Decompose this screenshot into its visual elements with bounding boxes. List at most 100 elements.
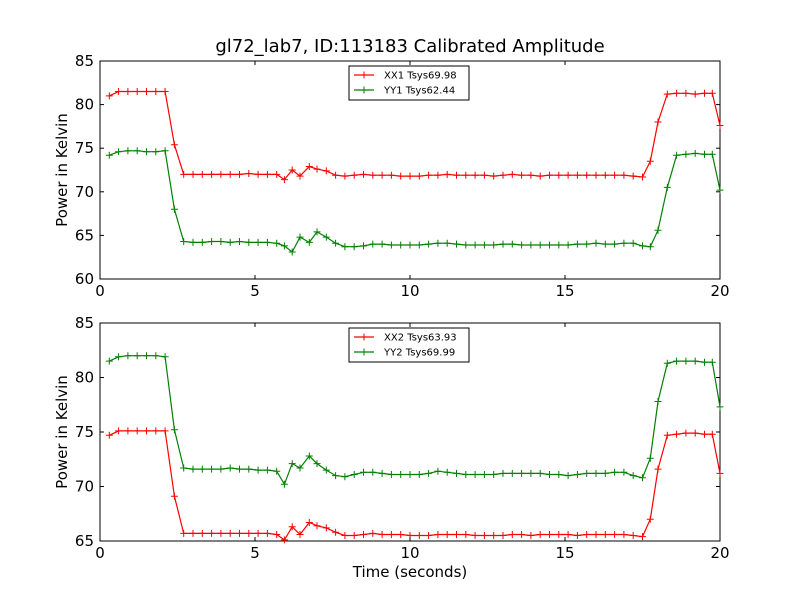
data-point [254, 529, 262, 537]
data-point [332, 239, 340, 247]
y-tick-label: 70 [75, 183, 94, 201]
data-point [369, 240, 377, 248]
x-tick-label: 15 [555, 544, 574, 562]
data-point [143, 148, 150, 156]
data-point [124, 352, 132, 360]
y-tick-label: 85 [75, 52, 94, 70]
data-point [313, 522, 321, 530]
y-tick-label: 65 [75, 532, 94, 550]
data-point [288, 248, 296, 256]
data-point [708, 150, 716, 158]
legend-label: YY1 Tsys62.44 [383, 86, 455, 97]
data-point [124, 147, 132, 155]
data-point [434, 467, 442, 475]
data-point [716, 186, 724, 194]
legend-marker [360, 348, 368, 356]
data-point [161, 88, 169, 95]
data-point [280, 176, 288, 184]
data-point [273, 531, 281, 538]
data-point [115, 353, 123, 361]
data-point [425, 469, 433, 477]
chart-title: gl72_lab7, ID:113183 Calibrated Amplitud… [215, 36, 604, 57]
data-point [170, 141, 178, 149]
data-point [673, 89, 681, 97]
x-tick-label: 0 [95, 282, 105, 300]
data-point [263, 466, 271, 474]
data-point [263, 170, 271, 178]
data-point [245, 529, 253, 537]
data-point [546, 471, 553, 478]
y-tick-label: 75 [75, 423, 94, 441]
data-point [226, 464, 234, 472]
data-point [254, 466, 262, 474]
data-point [198, 465, 206, 473]
data-point [691, 429, 699, 437]
data-point [369, 468, 377, 476]
data-point [305, 163, 313, 170]
data-point [152, 352, 160, 360]
data-point [508, 531, 516, 538]
series-2 [105, 352, 724, 488]
data-point [654, 465, 662, 473]
data-point [415, 471, 423, 478]
data-point [499, 532, 507, 539]
data-point [313, 228, 321, 236]
data-point [305, 452, 313, 460]
y-tick-label: 60 [75, 270, 94, 288]
data-point [708, 358, 716, 366]
data-point [620, 531, 628, 538]
data-point [629, 239, 637, 247]
data-point [170, 205, 178, 213]
data-point [115, 427, 123, 435]
data-point [198, 529, 206, 537]
data-point [443, 170, 451, 178]
series-1 [105, 427, 724, 544]
data-point [198, 170, 206, 178]
data-point [280, 242, 288, 250]
data-point [406, 241, 414, 249]
data-point [397, 172, 405, 180]
data-point [378, 469, 386, 477]
data-point [629, 172, 637, 180]
data-point [305, 519, 313, 526]
data-point [583, 171, 591, 179]
data-point [387, 171, 395, 179]
data-point [573, 532, 581, 539]
data-point [592, 239, 600, 247]
data-point [296, 172, 304, 180]
data-point [115, 88, 123, 95]
data-point [471, 241, 479, 249]
x-tick-label: 5 [250, 544, 260, 562]
data-point [564, 241, 572, 249]
data-point [288, 166, 296, 174]
data-point [499, 469, 507, 477]
data-point [273, 170, 281, 178]
data-point [189, 238, 197, 246]
data-point [443, 239, 451, 247]
data-point [611, 240, 619, 248]
data-point [236, 465, 243, 473]
data-point [443, 531, 451, 538]
data-point [453, 469, 460, 477]
data-point [480, 532, 488, 539]
legend-box [348, 327, 470, 363]
data-point [490, 532, 498, 539]
data-point [583, 240, 591, 248]
legend-marker [360, 86, 368, 94]
data-point [143, 352, 150, 360]
data-point [236, 170, 243, 178]
data-point [536, 469, 544, 477]
data-point [462, 471, 470, 478]
data-point [313, 460, 321, 468]
data-point [143, 427, 150, 435]
data-point [217, 238, 225, 245]
data-point [360, 468, 367, 476]
data-point [592, 171, 600, 179]
data-point [499, 240, 507, 248]
data-point [415, 241, 423, 249]
data-point [208, 465, 216, 473]
data-point [639, 173, 646, 181]
data-point [639, 533, 646, 541]
data-point [170, 492, 178, 500]
data-point [573, 471, 581, 478]
